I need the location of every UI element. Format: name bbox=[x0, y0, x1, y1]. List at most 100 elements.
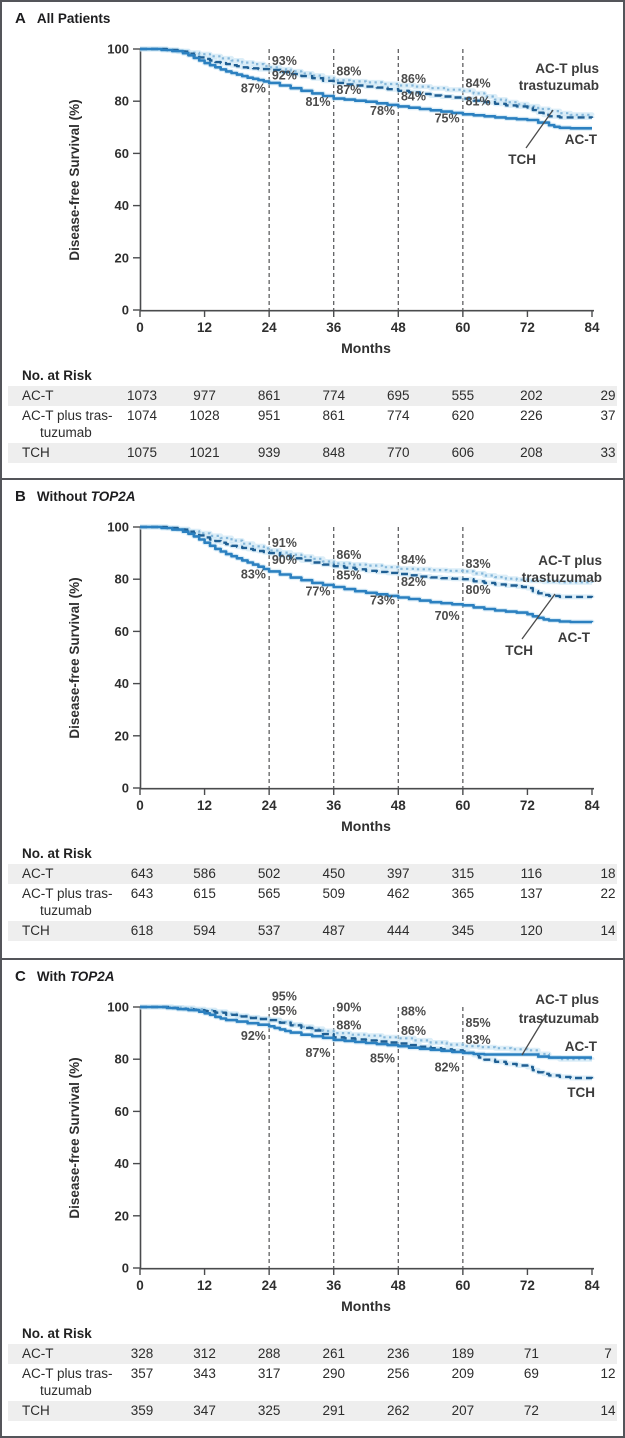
at-risk-value: 861 bbox=[322, 408, 345, 423]
landmark-percent-label: 90% bbox=[336, 1000, 361, 1014]
at-risk-value: 695 bbox=[387, 388, 410, 403]
landmark-percent-label: 95% bbox=[272, 1004, 297, 1018]
at-risk-value: 315 bbox=[451, 866, 475, 881]
at-risk-value: 555 bbox=[451, 388, 475, 403]
x-tick-label: 60 bbox=[455, 320, 470, 335]
panel-title: B Without TOP2A bbox=[15, 488, 135, 506]
survival-chart: 0 20 40 60 80 100 0 12 24 36 48 60 72 84 Months Disease… bbox=[67, 990, 600, 1314]
x-tick-label: 12 bbox=[197, 1278, 212, 1293]
landmark-percent-label: 73% bbox=[370, 594, 395, 608]
at-risk-value: 288 bbox=[257, 1346, 281, 1361]
panel-letter: B bbox=[15, 488, 26, 505]
at-risk-value: 1028 bbox=[189, 408, 220, 423]
at-risk-value: 120 bbox=[520, 923, 543, 938]
at-risk-value: 343 bbox=[193, 1366, 216, 1381]
at-risk-row-label: TCH bbox=[22, 445, 50, 460]
landmark-percent-label: 84% bbox=[401, 89, 426, 103]
at-risk-value: 618 bbox=[130, 923, 154, 938]
at-risk-value: 72 bbox=[523, 1403, 539, 1418]
at-risk-title: No. at Risk bbox=[22, 368, 92, 383]
at-risk-value: 12 bbox=[600, 1366, 616, 1381]
y-axis-title: Disease-free Survival (%) bbox=[67, 577, 82, 738]
callout-line bbox=[521, 1016, 546, 1056]
at-risk-value: 226 bbox=[520, 408, 543, 423]
landmark-percent-label: 75% bbox=[435, 112, 460, 126]
x-tick-label: 36 bbox=[326, 798, 342, 813]
at-risk-value: 71 bbox=[523, 1346, 539, 1361]
survival-curve-ac-t bbox=[140, 47, 592, 130]
y-tick-label: 80 bbox=[115, 94, 129, 109]
panel-a: A All Patients 0 20 40 60 80 100 0 12 24 36 48 60 72 8… bbox=[2, 2, 623, 478]
at-risk-value: 365 bbox=[451, 886, 475, 901]
at-risk-value: 487 bbox=[322, 923, 345, 938]
landmark-percent-label: 88% bbox=[336, 1019, 361, 1033]
at-risk-value: 37 bbox=[600, 408, 616, 423]
at-risk-value: 256 bbox=[387, 1366, 410, 1381]
at-risk-value: 347 bbox=[193, 1403, 216, 1418]
act-label: AC-T bbox=[565, 1039, 598, 1054]
y-tick-label: 80 bbox=[115, 572, 129, 587]
act-label: AC-T bbox=[565, 132, 598, 147]
survival-curve-tch bbox=[140, 47, 594, 119]
at-risk-value: 137 bbox=[520, 886, 543, 901]
x-axis-title: Months bbox=[341, 1298, 391, 1314]
y-tick-label: 20 bbox=[115, 728, 129, 743]
survival-curve-tch bbox=[140, 1005, 594, 1080]
x-tick-label: 12 bbox=[197, 798, 212, 813]
panel-b: B Without TOP2A 0 20 40 60 80 100 0 12 24 36 48 60 72… bbox=[2, 478, 623, 958]
at-risk-title: No. at Risk bbox=[22, 846, 92, 861]
at-risk-value: 939 bbox=[257, 445, 281, 460]
x-axis-title: Months bbox=[341, 340, 391, 356]
survival-curve-tch bbox=[140, 525, 594, 599]
at-risk-value: 189 bbox=[451, 1346, 475, 1361]
landmark-percent-label: 91% bbox=[272, 536, 297, 550]
at-risk-row: TCH 359 347 325 291 262 207 72 14 bbox=[8, 1401, 617, 1421]
act-plus-label: AC-T plus bbox=[535, 61, 599, 76]
at-risk-value: 1073 bbox=[126, 388, 158, 403]
y-axis-title: Disease-free Survival (%) bbox=[67, 1057, 82, 1218]
at-risk-value: 22 bbox=[600, 886, 616, 901]
landmark-percent-label: 82% bbox=[435, 1060, 460, 1074]
landmark-percent-label: 92% bbox=[241, 1029, 266, 1043]
x-tick-label: 24 bbox=[262, 1278, 278, 1293]
x-axis-title: Months bbox=[341, 818, 391, 834]
landmark-percent-label: 83% bbox=[466, 1033, 491, 1047]
panel-title-text: With TOP2A bbox=[36, 969, 115, 984]
act-plus-label: AC-T plus bbox=[538, 553, 602, 568]
landmark-percent-label: 88% bbox=[401, 1004, 426, 1018]
at-risk-value: 357 bbox=[130, 1366, 154, 1381]
at-risk-row-label: TCH bbox=[22, 1403, 50, 1418]
landmark-percent-label: 85% bbox=[466, 1016, 491, 1030]
panel-title-italic: TOP2A bbox=[69, 969, 115, 984]
at-risk-value: 861 bbox=[257, 388, 281, 403]
x-tick-label: 72 bbox=[520, 320, 535, 335]
y-tick-label: 80 bbox=[115, 1052, 129, 1067]
y-tick-label: 100 bbox=[107, 1000, 129, 1015]
x-tick-label: 0 bbox=[136, 1278, 144, 1293]
at-risk-value: 565 bbox=[257, 886, 281, 901]
at-risk-value: 643 bbox=[130, 886, 154, 901]
y-tick-label: 40 bbox=[115, 1156, 129, 1171]
act-plus-label: trastuzumab bbox=[519, 78, 599, 93]
landmark-percent-label: 82% bbox=[401, 575, 426, 589]
landmark-percent-label: 77% bbox=[305, 584, 330, 598]
panel-letter: A bbox=[15, 10, 26, 27]
x-tick-label: 0 bbox=[136, 320, 144, 335]
at-risk-value: 325 bbox=[257, 1403, 281, 1418]
landmark-percent-label: 80% bbox=[466, 583, 491, 597]
x-tick-label: 72 bbox=[520, 1278, 535, 1293]
landmark-percent-label: 85% bbox=[336, 569, 361, 583]
at-risk-row: AC-T plus tras-tuzumab 357 343 317 290 256 209… bbox=[8, 1364, 617, 1401]
at-risk-value: 450 bbox=[322, 866, 345, 881]
x-tick-label: 72 bbox=[520, 798, 535, 813]
landmark-percent-label: 83% bbox=[241, 567, 266, 581]
act-label: AC-T bbox=[558, 630, 591, 645]
at-risk-value: 69 bbox=[523, 1366, 539, 1381]
at-risk-value: 1074 bbox=[126, 408, 158, 423]
at-risk-value: 444 bbox=[387, 923, 410, 938]
at-risk-value: 620 bbox=[451, 408, 475, 423]
panel-title-text: Without TOP2A bbox=[36, 489, 136, 504]
landmark-percent-label: 85% bbox=[370, 1051, 395, 1065]
y-tick-label: 20 bbox=[115, 1208, 129, 1223]
landmark-percent-label: 88% bbox=[336, 65, 361, 79]
